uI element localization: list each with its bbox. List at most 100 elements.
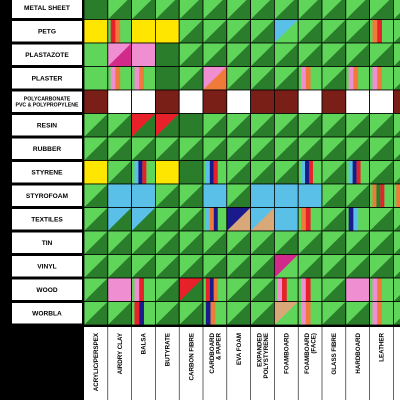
compat-cell bbox=[273, 183, 299, 208]
compat-cell bbox=[392, 136, 400, 161]
cell-triangle bbox=[226, 19, 251, 43]
compat-cell bbox=[369, 66, 394, 91]
compat-cell bbox=[178, 42, 204, 67]
cell-stripe bbox=[353, 207, 359, 231]
cell-triangle bbox=[131, 207, 156, 231]
cell-fill bbox=[155, 90, 180, 114]
compat-cell bbox=[226, 113, 252, 138]
compat-cell bbox=[178, 113, 204, 138]
compat-cell bbox=[202, 136, 228, 161]
cell-fill bbox=[393, 137, 400, 161]
cell-fill bbox=[226, 90, 251, 114]
compat-cell bbox=[202, 230, 228, 255]
compat-cell bbox=[202, 113, 228, 138]
cell-triangle bbox=[155, 278, 180, 302]
compat-cell bbox=[392, 277, 400, 302]
compat-cell bbox=[154, 160, 180, 185]
cell-triangle bbox=[322, 301, 346, 325]
cell-triangle bbox=[345, 231, 370, 255]
row-labels: METAL SHEET PETG PLASTAZOTE PLASTER POLYCARB… bbox=[12, 0, 82, 324]
compat-cell bbox=[369, 19, 394, 44]
cell-stripe bbox=[213, 207, 218, 231]
cell-border bbox=[392, 0, 400, 20]
cell-stripe bbox=[353, 66, 359, 90]
cell-triangle bbox=[250, 254, 275, 278]
compat-cell bbox=[369, 113, 394, 138]
cell-stripe bbox=[301, 66, 306, 90]
cell-stripe bbox=[213, 278, 218, 302]
column-label: HARDBOARD bbox=[355, 332, 362, 373]
cell-fill bbox=[393, 90, 400, 114]
compat-cell bbox=[107, 136, 133, 161]
cell-fill bbox=[84, 43, 108, 67]
cell-stripe bbox=[377, 19, 382, 43]
cell-triangle bbox=[393, 12, 400, 20]
cell-triangle bbox=[179, 19, 203, 43]
compat-cell bbox=[202, 42, 228, 67]
cell-triangle bbox=[226, 43, 251, 67]
cell-triangle bbox=[203, 0, 227, 20]
compat-cell bbox=[392, 183, 400, 208]
compat-cell bbox=[131, 113, 156, 138]
cell-stripe bbox=[138, 160, 143, 184]
cell-border bbox=[392, 230, 400, 255]
compat-cell bbox=[297, 113, 323, 138]
compat-cell bbox=[202, 19, 228, 44]
compat-cell bbox=[131, 42, 156, 67]
cell-fill bbox=[393, 301, 400, 325]
compat-cell bbox=[321, 207, 347, 232]
row-label: TEXTILES bbox=[31, 217, 63, 224]
compat-cell bbox=[226, 277, 252, 302]
cell-border bbox=[392, 207, 400, 232]
cell-triangle bbox=[345, 137, 370, 161]
cell-triangle bbox=[393, 271, 400, 278]
compat-cell bbox=[83, 113, 109, 138]
cell-triangle bbox=[226, 0, 251, 20]
cell-fill bbox=[393, 0, 400, 20]
row-label: VINYL bbox=[37, 264, 56, 271]
row-label: RUBBER bbox=[33, 146, 61, 153]
compat-cell bbox=[392, 113, 400, 138]
compat-cell bbox=[83, 42, 109, 67]
cell-triangle bbox=[322, 19, 346, 43]
compat-cell bbox=[369, 160, 394, 185]
cell-triangle bbox=[369, 207, 394, 231]
cell-triangle bbox=[107, 0, 132, 20]
cell-fill bbox=[345, 278, 370, 302]
compat-cell bbox=[297, 19, 323, 44]
cell-triangle bbox=[155, 301, 180, 325]
row-label: RESIN bbox=[37, 123, 57, 130]
compat-cell bbox=[369, 254, 394, 279]
cell-fill bbox=[179, 113, 203, 137]
compat-cell bbox=[297, 230, 323, 255]
cell-stripe bbox=[305, 66, 311, 90]
cell-fill bbox=[298, 90, 322, 114]
compat-cell bbox=[202, 183, 228, 208]
cell-border bbox=[392, 66, 400, 91]
compat-cell bbox=[154, 207, 180, 232]
compat-cell bbox=[369, 277, 394, 302]
compat-cell bbox=[392, 160, 400, 185]
cell-triangle bbox=[250, 278, 275, 302]
cell-triangle bbox=[179, 254, 203, 278]
compat-cell bbox=[154, 42, 180, 67]
row-label-box bbox=[12, 91, 82, 112]
cell-triangle bbox=[203, 66, 227, 90]
cell-stripe bbox=[348, 66, 354, 90]
compat-cell bbox=[273, 42, 299, 67]
compat-cell bbox=[226, 183, 252, 208]
compat-cell bbox=[392, 230, 400, 255]
compat-cell bbox=[154, 89, 180, 114]
row-label: WORBLA bbox=[32, 311, 62, 318]
row-label: TIN bbox=[42, 240, 53, 247]
compat-cell bbox=[321, 301, 347, 326]
compat-cell bbox=[226, 66, 252, 91]
compat-cell bbox=[107, 66, 133, 91]
row-label: PLASTAZOTE bbox=[25, 52, 69, 59]
cell-triangle bbox=[84, 254, 108, 278]
compat-cell bbox=[107, 113, 133, 138]
compat-cell bbox=[369, 136, 394, 161]
cell-triangle bbox=[298, 0, 322, 20]
compat-cell bbox=[83, 66, 109, 91]
compat-cell bbox=[273, 160, 299, 185]
